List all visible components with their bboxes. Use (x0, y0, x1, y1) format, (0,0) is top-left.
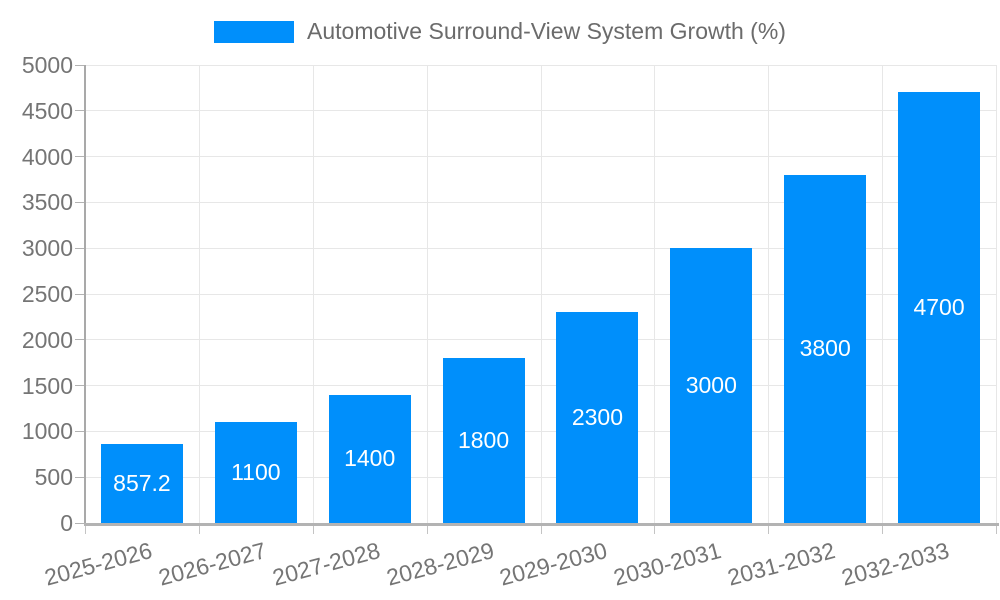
y-axis-tick-label: 500 (34, 464, 73, 491)
gridline-vertical (312, 65, 314, 523)
y-axis-tick-label: 4000 (21, 143, 73, 170)
bar-value-label: 1400 (344, 445, 396, 472)
bar[interactable]: 1800 (442, 358, 525, 523)
gridline-vertical (426, 65, 428, 523)
y-axis-tick-label: 2000 (21, 326, 73, 353)
y-axis-tick-label: 2500 (21, 281, 73, 307)
bar-value-label: 2300 (571, 404, 624, 431)
gridline-vertical (882, 65, 884, 523)
legend-label: Automotive Surround-View System Growth (… (307, 18, 786, 44)
x-axis-line (83, 523, 999, 526)
bar[interactable]: 2300 (556, 312, 639, 523)
x-axis-tick (882, 526, 884, 534)
y-axis-tick-label: 1000 (21, 418, 73, 445)
gridline-vertical (654, 65, 656, 523)
x-axis-tick (996, 526, 997, 534)
y-axis-tick (75, 156, 84, 158)
x-axis-tick (312, 526, 314, 534)
x-axis-tick (540, 526, 542, 534)
y-axis-tick-label: 5000 (21, 52, 73, 78)
bar-value-label: 3000 (685, 372, 737, 399)
bar[interactable]: 857.2 (100, 444, 183, 523)
bar[interactable]: 4700 (898, 92, 981, 523)
y-axis-tick (75, 110, 84, 112)
y-axis-tick-label: 4500 (21, 97, 73, 124)
gridline-vertical (768, 65, 770, 523)
x-axis-tick (85, 526, 86, 534)
legend-swatch-icon (214, 20, 295, 43)
bar-value-label: 857.2 (113, 470, 171, 497)
y-axis-tick (75, 201, 84, 203)
y-axis-tick-label: 0 (60, 510, 73, 536)
x-axis-tick (198, 526, 200, 534)
bar[interactable]: 1400 (328, 394, 411, 523)
bar[interactable]: 3000 (670, 248, 753, 523)
bar-value-label: 3800 (799, 335, 851, 362)
y-axis-tick (75, 476, 84, 478)
gridline-vertical (198, 65, 200, 523)
x-axis-tick (654, 526, 656, 534)
y-axis-tick-label: 1500 (21, 372, 73, 399)
y-axis-tick (75, 385, 84, 387)
chart-legend[interactable]: Automotive Surround-View System Growth (… (0, 18, 1000, 45)
bar-value-label: 1800 (457, 427, 510, 454)
bar-value-label: 4700 (913, 294, 965, 321)
bar[interactable]: 1100 (214, 422, 297, 523)
y-axis-tick-label: 3500 (21, 189, 73, 216)
y-axis-line (83, 65, 86, 526)
y-axis-tick (75, 430, 84, 432)
y-axis-tick (75, 247, 84, 249)
x-axis-tick (768, 526, 770, 534)
x-axis-tick (426, 526, 428, 534)
gridline-vertical (540, 65, 542, 523)
y-axis-tick (75, 293, 84, 295)
y-axis-tick (75, 339, 84, 341)
gridline-vertical (996, 65, 997, 523)
y-axis-tick (75, 64, 84, 66)
bar[interactable]: 3800 (784, 174, 867, 523)
y-axis-tick (75, 522, 84, 524)
bar-value-label: 1100 (231, 459, 281, 486)
y-axis-tick-label: 3000 (21, 235, 73, 262)
